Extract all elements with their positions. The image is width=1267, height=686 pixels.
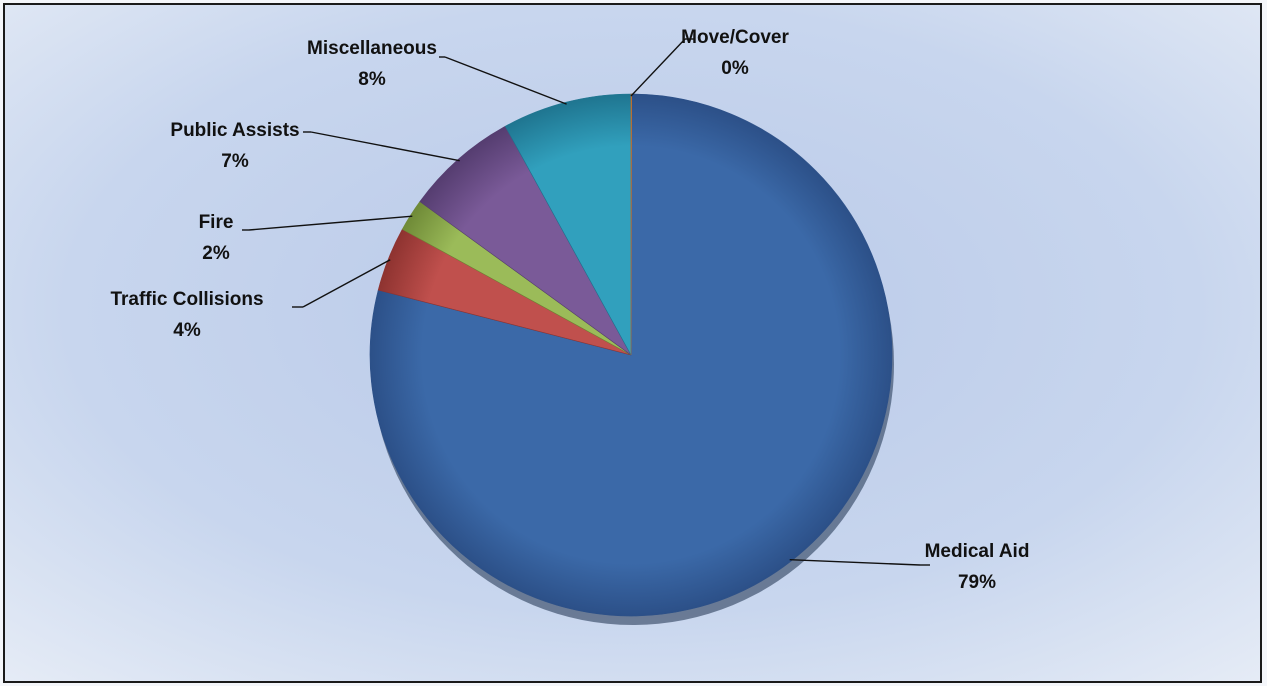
slice-value-fire: 2% xyxy=(202,243,230,264)
leader-line-medical-aid xyxy=(789,559,921,566)
slice-value-move-cover: 0% xyxy=(721,58,749,79)
slice-value-medical-aid: 79% xyxy=(958,572,996,593)
pie-chart: Medical Aid 79% Traffic Collisions 4% Fire 2%… xyxy=(5,5,1260,681)
leader-line-traffic-collisions xyxy=(302,259,391,308)
leader-line-move-cover xyxy=(630,38,686,97)
leader-line-fire xyxy=(248,215,413,231)
slice-value-traffic-collisions: 4% xyxy=(173,320,201,341)
slices-layer xyxy=(369,93,894,625)
slice-label-move-cover: Move/Cover xyxy=(681,27,789,48)
pie-slice-move-cover xyxy=(630,93,632,356)
slice-value-miscellaneous: 8% xyxy=(358,69,386,90)
slice-label-traffic-collisions: Traffic Collisions xyxy=(110,289,263,310)
leader-line-public-assists xyxy=(310,131,460,162)
pie-slice-medical-aid xyxy=(369,93,893,617)
leader-lines-layer xyxy=(242,38,930,566)
slice-label-public-assists: Public Assists xyxy=(170,120,299,141)
slice-label-medical-aid: Medical Aid xyxy=(925,541,1030,562)
labels-layer: Medical Aid 79% Traffic Collisions 4% Fire 2%… xyxy=(110,27,1029,593)
slice-label-miscellaneous: Miscellaneous xyxy=(307,38,437,59)
pie-slice-public-assists xyxy=(419,125,632,356)
leader-line-miscellaneous xyxy=(444,56,567,105)
slice-label-fire: Fire xyxy=(199,212,234,233)
chart-frame: Medical Aid 79% Traffic Collisions 4% Fire 2%… xyxy=(3,3,1262,683)
pie-slice-miscellaneous xyxy=(504,93,632,356)
slice-value-public-assists: 7% xyxy=(221,151,249,172)
